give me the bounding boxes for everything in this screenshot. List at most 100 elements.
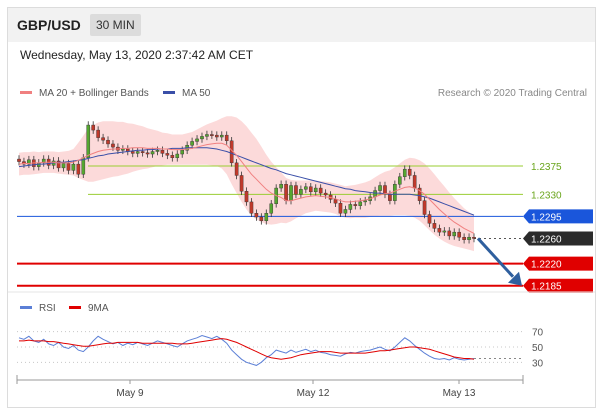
price-chart: MA 20 + Bollinger Bands MA 50 Research ©… xyxy=(8,88,595,399)
research-credit: Research © 2020 Trading Central xyxy=(438,88,587,99)
candle-body-46 xyxy=(244,190,249,203)
candle-body-76 xyxy=(393,184,397,201)
candle-body-84 xyxy=(432,223,437,229)
candle-body-67 xyxy=(348,204,353,210)
candle-body-15 xyxy=(91,124,95,131)
candle-body-40 xyxy=(215,134,219,138)
level-label-5: 1.2185 xyxy=(531,282,562,293)
candle-body-18 xyxy=(106,139,110,145)
candle-body-58 xyxy=(304,186,308,190)
level-lines-layer: 1.2375 1.2330 1.2295 1.2260 1.2220 1.2185 xyxy=(17,162,593,293)
candle-body-29 xyxy=(160,150,165,154)
candle-body-50 xyxy=(264,213,269,222)
candle-body-45 xyxy=(239,175,244,192)
candle-body-39 xyxy=(210,134,214,136)
candle-body-62 xyxy=(323,192,328,196)
candle-body-27 xyxy=(150,151,155,155)
x-tick-label-0: May 9 xyxy=(116,388,144,399)
rsi-tick-30: 30 xyxy=(532,358,544,369)
x-tick-label-1: May 12 xyxy=(297,388,330,399)
rsi-tick-50: 50 xyxy=(532,343,544,354)
candle-body-53 xyxy=(279,184,283,189)
level-label-0: 1.2375 xyxy=(531,162,562,173)
x-tick-label-2: May 13 xyxy=(443,388,476,399)
candle-body-47 xyxy=(249,201,254,214)
forecast-arrow-layer xyxy=(476,237,522,286)
candle-body-66 xyxy=(343,209,348,214)
candle-body-60 xyxy=(313,187,318,193)
candle-body-36 xyxy=(195,138,199,142)
candle-body-11 xyxy=(71,163,76,171)
candle-body-81 xyxy=(417,187,422,201)
candle-body-5 xyxy=(41,158,46,164)
rsi-ma9-line xyxy=(19,338,475,360)
level-label-4: 1.2220 xyxy=(531,260,562,271)
candle-body-25 xyxy=(140,151,145,153)
candle-body-24 xyxy=(135,151,140,154)
candle-body-21 xyxy=(121,148,125,151)
candle-body-23 xyxy=(130,151,135,154)
candle-body-69 xyxy=(358,201,363,206)
candle-body-19 xyxy=(111,143,115,148)
rsi-tick-70: 70 xyxy=(532,328,544,339)
candle-body-17 xyxy=(101,137,105,141)
candle-body-90 xyxy=(462,236,466,240)
candle-body-30 xyxy=(165,153,170,156)
candle-body-64 xyxy=(333,199,338,204)
candle-body-57 xyxy=(299,189,303,195)
candle-body-38 xyxy=(205,134,209,137)
level-tag-2 xyxy=(523,209,593,224)
ma9-legend-swatch xyxy=(69,306,81,309)
candle-body-10 xyxy=(66,163,71,171)
candle-body-82 xyxy=(422,200,427,215)
level-label-3: 1.2260 xyxy=(531,234,562,245)
candle-body-85 xyxy=(437,228,442,233)
candle-body-88 xyxy=(452,231,457,237)
forecast-arrow-head xyxy=(508,271,522,286)
candle-body-92 xyxy=(472,236,476,239)
candle-body-59 xyxy=(308,186,313,193)
candle-body-16 xyxy=(96,129,100,138)
candle-body-54 xyxy=(284,184,288,201)
rsi-line xyxy=(18,334,475,366)
rsi-pane: 70 50 30 xyxy=(17,328,544,369)
candle-body-8 xyxy=(56,160,61,169)
ma50-line xyxy=(18,147,475,216)
candle-body-42 xyxy=(224,134,229,141)
candle-body-87 xyxy=(447,230,452,237)
candle-body-33 xyxy=(180,150,185,155)
ma50-legend-swatch xyxy=(163,91,175,94)
candle-body-56 xyxy=(294,185,298,195)
candle-body-86 xyxy=(442,230,447,233)
candle-body-51 xyxy=(269,203,274,214)
ma20-line xyxy=(18,142,475,234)
chart-frame: GBP/USD 30 MIN Wednesday, May 13, 2020 2… xyxy=(7,7,596,408)
timeframe-button[interactable]: 30 MIN xyxy=(90,14,141,36)
ma20-legend-swatch xyxy=(20,91,32,94)
level-tag-3 xyxy=(523,231,593,246)
candle-body-74 xyxy=(383,185,387,195)
candle-body-77 xyxy=(398,176,402,185)
candle-body-75 xyxy=(388,194,392,201)
candle-body-0 xyxy=(17,158,21,162)
level-tag-4 xyxy=(523,256,593,271)
candle-body-48 xyxy=(254,213,259,218)
candle-body-1 xyxy=(22,161,26,165)
candle-body-73 xyxy=(378,185,382,191)
rsi-legend-swatch xyxy=(20,306,32,309)
level-tag-5 xyxy=(523,278,593,293)
candle-body-72 xyxy=(373,190,377,198)
candle-body-83 xyxy=(427,214,432,224)
candle-body-55 xyxy=(289,185,293,201)
candle-body-2 xyxy=(27,159,31,165)
candle-body-65 xyxy=(338,202,343,214)
ma50-legend-label: MA 50 xyxy=(182,88,211,99)
candle-body-68 xyxy=(353,204,358,206)
candle-body-79 xyxy=(407,168,412,176)
candle-body-80 xyxy=(412,175,417,189)
level-label-1: 1.2330 xyxy=(531,190,562,201)
ma9-legend-label: 9MA xyxy=(88,303,109,314)
level-label-2: 1.2295 xyxy=(531,212,562,223)
candle-body-44 xyxy=(234,162,239,176)
pair-title: GBP/USD xyxy=(17,17,81,33)
